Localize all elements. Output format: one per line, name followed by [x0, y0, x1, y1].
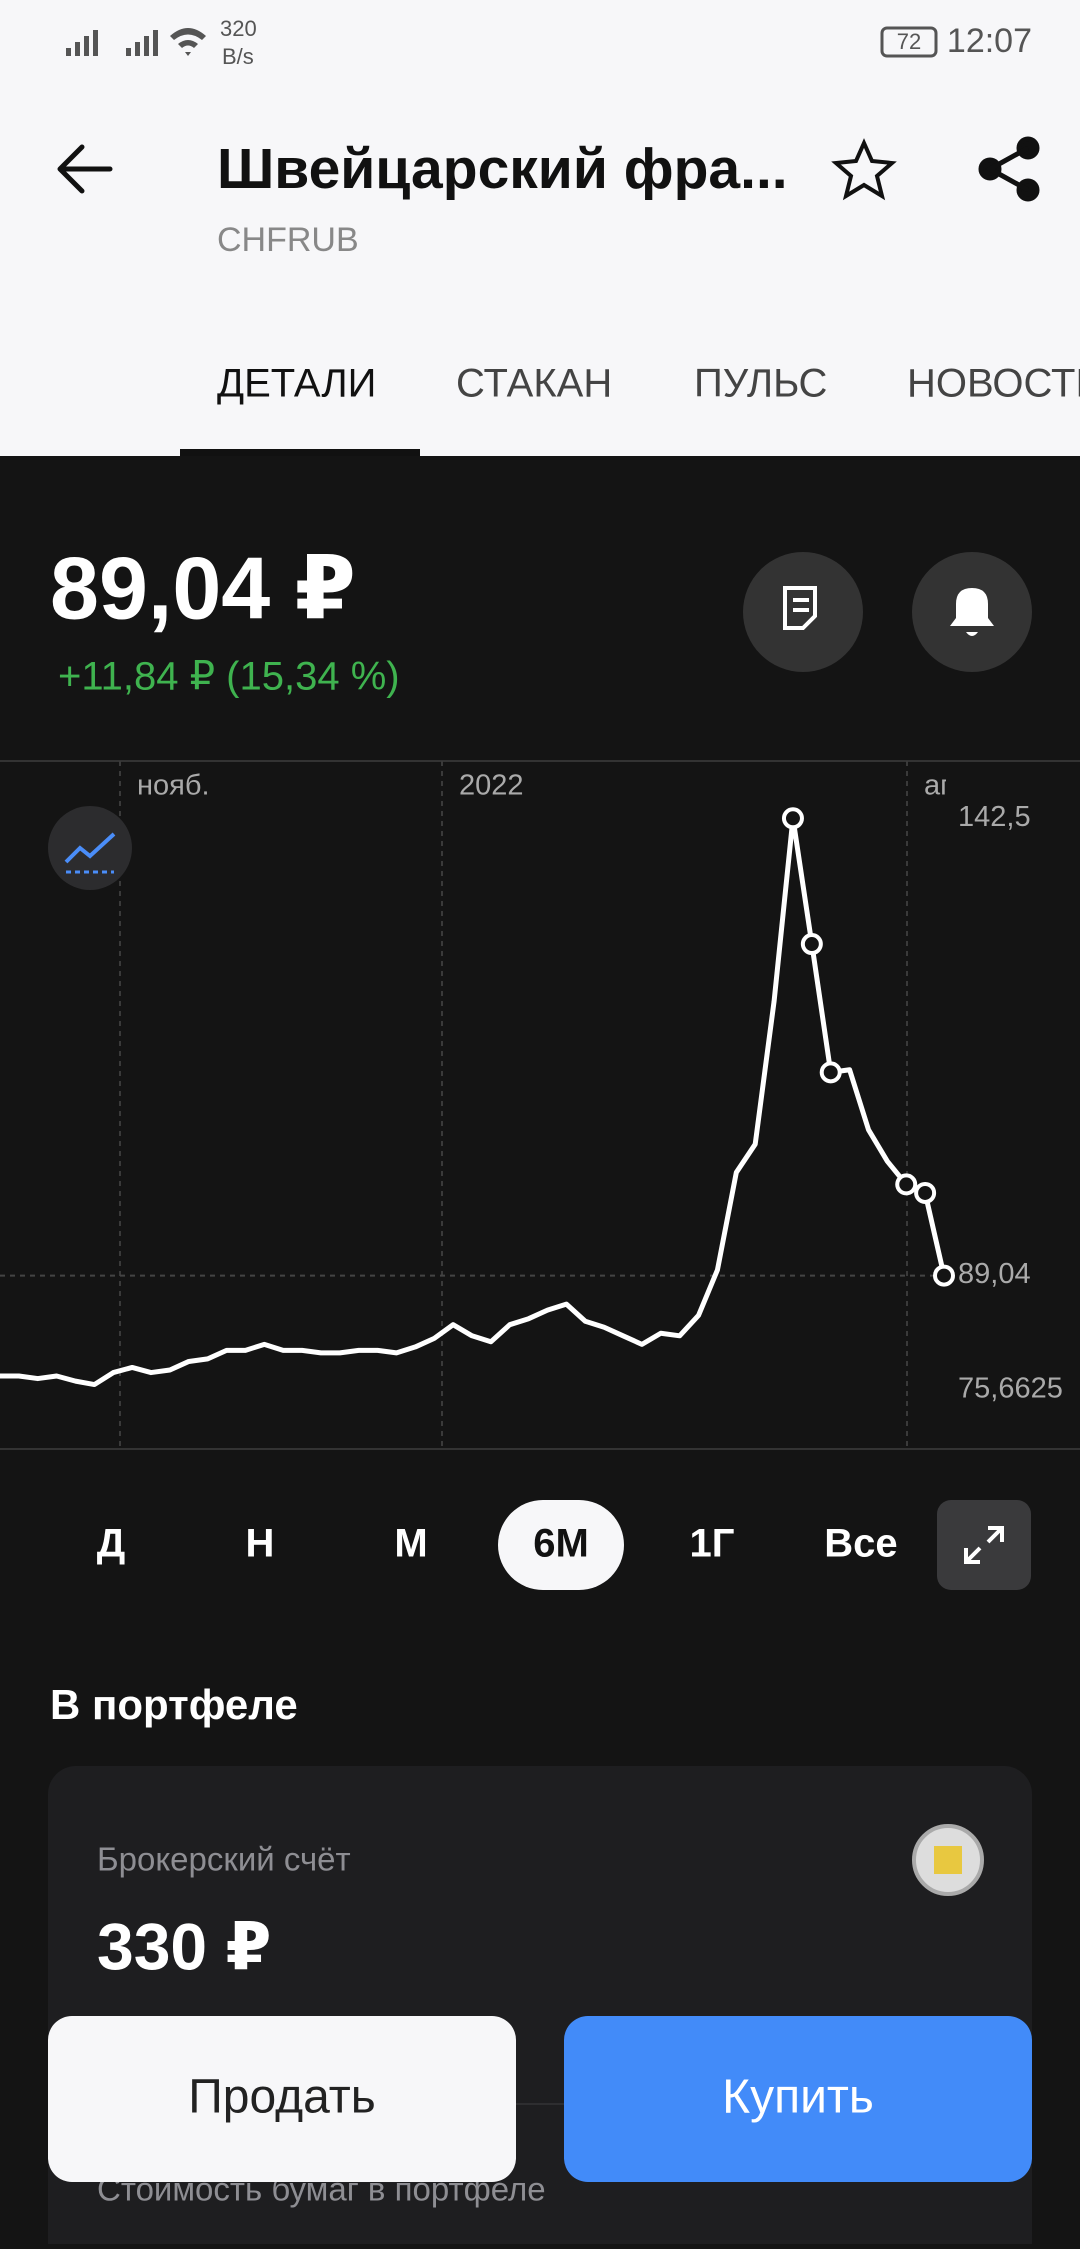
trade-marker [800, 933, 823, 956]
period-button[interactable]: М [394, 1522, 427, 1566]
tabs: ДЕТАЛИ СТАКАН ПУЛЬС НОВОСТИ [217, 362, 1080, 406]
x-tick-label: 2022 [459, 770, 524, 802]
favorite-button[interactable] [831, 138, 897, 201]
title: Швейцарский фра... [217, 137, 788, 201]
x-tick-label: нояб. [137, 770, 210, 802]
trade-marker [895, 1173, 918, 1196]
back-button[interactable] [57, 144, 113, 194]
price-line [0, 815, 947, 1388]
y-tick-label: 75,6625 [958, 1373, 1063, 1405]
trade-marker [914, 1181, 937, 1204]
period-button[interactable]: Н [246, 1522, 275, 1566]
status-icons [66, 28, 206, 56]
y-tick-label: 142,5 [958, 801, 1031, 833]
price-change: +11,84 ₽ (15,34 %) [58, 655, 400, 699]
price: 89,04 ₽ [50, 538, 356, 637]
net-speed-unit: B/s [222, 44, 254, 69]
section-title: В портфеле [50, 1681, 298, 1728]
share-button[interactable] [978, 136, 1040, 202]
tab[interactable]: ДЕТАЛИ [217, 362, 376, 406]
chart-mode-button[interactable] [48, 806, 132, 890]
buy-label: Купить [722, 2071, 874, 2124]
header-bg [0, 0, 1080, 456]
tab[interactable]: ПУЛЬС [694, 362, 827, 406]
chart-mode-icon [64, 832, 116, 864]
tab[interactable]: СТАКАН [456, 362, 612, 406]
battery-level: 72 [897, 29, 921, 54]
account-name: Брокерский счёт [97, 1841, 351, 1878]
trade-marker [933, 1264, 955, 1287]
period-button[interactable]: 1Г [690, 1522, 735, 1566]
tab-indicator [180, 449, 420, 456]
tab[interactable]: НОВОСТИ [907, 362, 1080, 406]
sell-label: Продать [188, 2071, 375, 2124]
bank-logo [934, 1846, 962, 1874]
period-button[interactable]: Д [97, 1522, 126, 1566]
period-button[interactable]: 6М [533, 1522, 589, 1566]
expand-icon [964, 1526, 1004, 1564]
clock: 12:07 [947, 22, 1032, 60]
y-tick-label: 89,04 [958, 1258, 1031, 1290]
sell-button[interactable] [48, 2016, 516, 2182]
expand-button[interactable] [937, 1500, 1031, 1590]
period-button[interactable]: Все [824, 1522, 897, 1566]
bell-icon [950, 588, 994, 636]
period-selected [498, 1500, 624, 1590]
x-tick-label: апр. [924, 770, 980, 802]
battery [880, 26, 938, 58]
net-speed: 320 [220, 16, 257, 41]
trade-marker [781, 807, 804, 830]
buy-button[interactable] [564, 2016, 1032, 2182]
note-icon [783, 586, 817, 630]
ticker: CHFRUB [217, 221, 359, 259]
trade-marker [819, 1061, 842, 1084]
amount: 330 ₽ [97, 1909, 271, 1983]
periods: Д Н М 6М 1Г Все [97, 1500, 898, 1590]
chart: нояб. 2022 апр.142,5 89,04 75,6625 [0, 761, 1063, 1449]
